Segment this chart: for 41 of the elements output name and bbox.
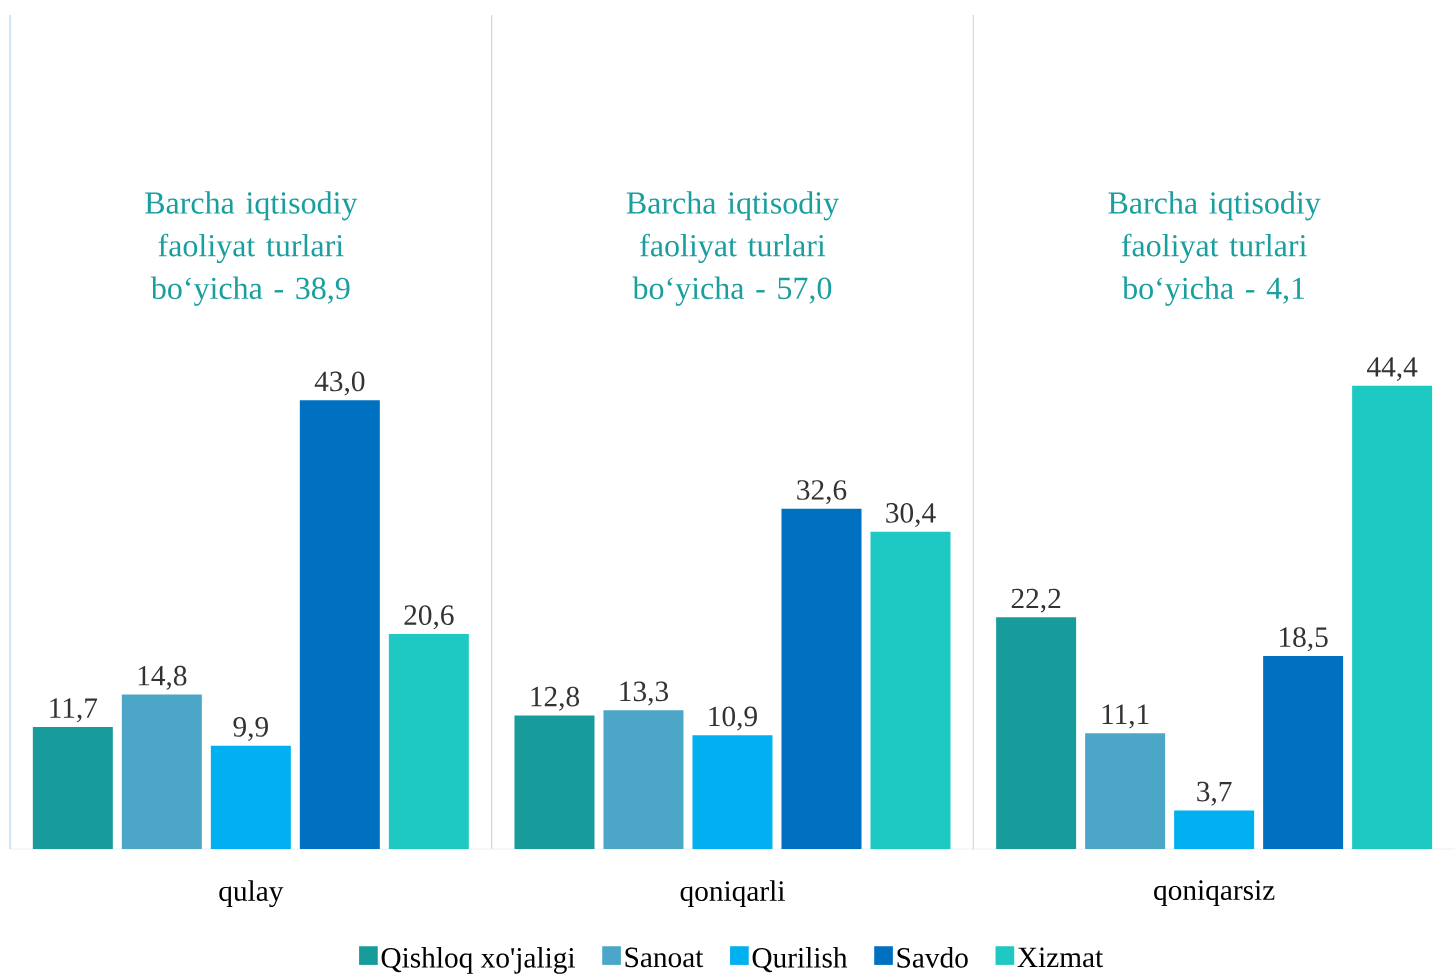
text: Barcha iqtisodiy faoliyat turlari bo‘yicha - 4,1 <box>1108 191 1321 306</box>
data-label: 18,5 <box>1280 627 1328 652</box>
x-tick-label: qulay <box>219 880 284 908</box>
data-label: 44,4 <box>1367 357 1418 381</box>
x-tick-label: qoniqarli <box>680 880 785 907</box>
bar <box>870 531 951 849</box>
bar <box>1263 655 1344 849</box>
text: Barcha iqtisodiy faoliyat turlari bo‘yicha - 38,9 <box>145 191 358 306</box>
bar <box>1352 385 1433 849</box>
text: Barcha iqtisodiy faoliyat turlari bo‘yicha - 57,0 <box>626 191 840 306</box>
bar <box>210 745 291 849</box>
legend-label: Sanoat <box>625 947 704 968</box>
bar <box>1085 733 1166 849</box>
bar <box>299 400 380 849</box>
data-label: 14,8 <box>138 665 187 690</box>
data-label: 13,3 <box>620 681 669 706</box>
bar <box>692 735 773 849</box>
bar <box>32 726 113 849</box>
bar <box>996 617 1077 849</box>
bar <box>781 508 862 849</box>
bar <box>388 634 469 849</box>
bar <box>514 715 595 849</box>
bar <box>603 710 684 849</box>
legend-label: Qurilish <box>752 947 848 973</box>
data-label: 11,7 <box>50 698 98 723</box>
data-label: 43,0 <box>314 371 365 396</box>
bar <box>1174 810 1255 849</box>
bar <box>121 694 202 849</box>
data-label: 32,6 <box>797 480 847 505</box>
x-tick-label: qoniqarsiz <box>1154 880 1275 907</box>
data-label: 12,8 <box>531 686 580 711</box>
data-label: 11,1 <box>1102 704 1149 729</box>
legend-label: Savdo <box>897 947 968 968</box>
data-label: 22,2 <box>1011 588 1061 613</box>
data-label: 9,9 <box>233 717 268 741</box>
data-label: 30,4 <box>886 503 936 528</box>
legend-label: Xizmat <box>1017 947 1104 968</box>
legend-label: Qishloq xo'jaligi <box>381 947 576 974</box>
data-label: 3,7 <box>1197 781 1232 806</box>
data-label: 20,6 <box>404 605 454 630</box>
data-label: 10,9 <box>709 706 757 731</box>
